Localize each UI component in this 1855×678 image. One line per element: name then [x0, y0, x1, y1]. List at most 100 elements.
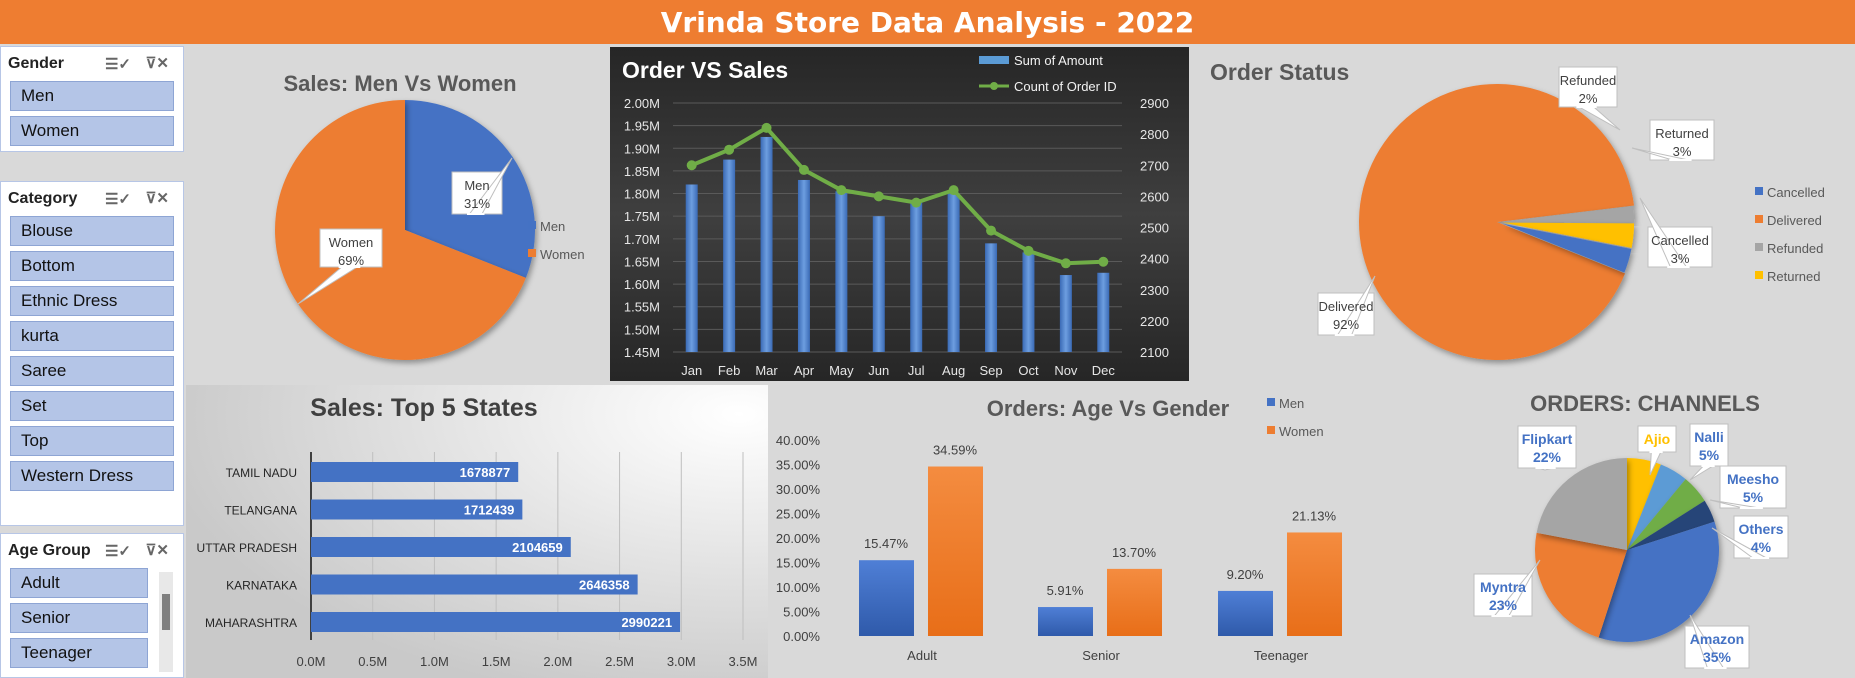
- y-right-tick: 2900: [1140, 96, 1169, 111]
- flipkart-callout-gap: [1535, 467, 1556, 469]
- y-right-tick: 2500: [1140, 221, 1169, 236]
- slicer-item-set[interactable]: Set: [10, 391, 174, 421]
- legend-swatch-men: [1267, 398, 1275, 406]
- pie-slice-flipkart: [1536, 458, 1627, 550]
- x-tick-jun: Jun: [868, 363, 889, 378]
- legend-label-women: Women: [540, 247, 585, 262]
- y-tick: 30.00%: [776, 482, 821, 497]
- channels-title: ORDERS: CHANNELS: [1530, 391, 1760, 416]
- x-tick: 0.0M: [297, 654, 326, 669]
- bar-teenager-men: [1218, 590, 1273, 636]
- x-tick: 1.5M: [482, 654, 511, 669]
- slicer-item-western-dress[interactable]: Western Dress: [10, 461, 174, 491]
- slicer-item-top[interactable]: Top: [10, 426, 174, 456]
- slicer-item-men[interactable]: Men: [10, 81, 174, 111]
- y-left-tick: 1.45M: [624, 345, 660, 360]
- pie-slice-ajio: [1627, 458, 1661, 550]
- pie-slice-meesho: [1627, 479, 1705, 550]
- slicer-item-blouse[interactable]: Blouse: [10, 216, 174, 246]
- x-tick-nov: Nov: [1054, 363, 1078, 378]
- orders-point-jun: [873, 191, 884, 202]
- gender-slicer[interactable]: Gender ☰✓ ⊽✕ Men Women: [0, 46, 184, 152]
- bar-senior-men: [1038, 607, 1093, 636]
- ajio-callout-box: [1637, 425, 1677, 453]
- meesho-callout-box: [1719, 465, 1787, 509]
- y-left-tick: 1.75M: [624, 209, 660, 224]
- nalli-callout-label: Nalli: [1694, 429, 1724, 445]
- age-gender-title: Orders: Age Vs Gender: [987, 396, 1230, 421]
- cancelled-callout-label: Cancelled: [1651, 233, 1709, 248]
- dashboard-title: Vrinda Store Data Analysis - 2022: [660, 5, 1195, 39]
- scrollbar-thumb[interactable]: [162, 594, 170, 630]
- legend-swatch-women: [1267, 426, 1275, 434]
- x-tick: 2.5M: [605, 654, 634, 669]
- orders-point-sep: [986, 225, 997, 236]
- clear-filter-icon[interactable]: ⊽✕: [145, 190, 169, 207]
- y-right-tick: 2200: [1140, 314, 1169, 329]
- y-right-tick: 2400: [1140, 252, 1169, 267]
- delivered-callout-label: 92%: [1333, 317, 1359, 332]
- nalli-callout: Nalli 5%: [1689, 423, 1729, 481]
- slicer-item-saree[interactable]: Saree: [10, 356, 174, 386]
- flipkart-callout-label: Flipkart: [1522, 431, 1573, 447]
- legend-swatch-delivered: [1755, 215, 1763, 223]
- nalli-callout-label: 5%: [1699, 447, 1720, 463]
- nalli-callout-pointer: [1689, 465, 1715, 481]
- bar-label-adult-men: 15.47%: [864, 536, 909, 551]
- slicer-item-ethnic-dress[interactable]: Ethnic Dress: [10, 286, 174, 316]
- orders-point-jan: [686, 160, 697, 171]
- legend-swatch-refunded: [1755, 243, 1763, 251]
- clear-filter-icon[interactable]: ⊽✕: [145, 542, 169, 559]
- category-slicer[interactable]: Category ☰✓ ⊽✕ Blouse Bottom Ethnic Dress …: [0, 181, 184, 526]
- others-callout-gap: [1750, 557, 1770, 559]
- pie-slice-refunded: [1502, 205, 1635, 223]
- slicer-item-bottom[interactable]: Bottom: [10, 251, 174, 281]
- ajio-callout-gap: [1649, 451, 1663, 453]
- myntra-callout-gap: [1491, 615, 1512, 617]
- legend-swatch-returned: [1755, 271, 1763, 279]
- pie-slice-nalli: [1627, 464, 1686, 550]
- state-label-tamil-nadu: TAMIL NADU: [226, 466, 297, 480]
- y-left-tick: 1.95M: [624, 119, 660, 134]
- women-callout-box: [319, 228, 383, 268]
- multi-select-icon[interactable]: ☰✓: [104, 543, 131, 560]
- bar-adult-women: [928, 466, 983, 636]
- sales-bar-may: [835, 191, 848, 352]
- multi-select-icon[interactable]: ☰✓: [104, 191, 131, 208]
- returned-callout-label: Returned: [1655, 126, 1708, 141]
- slicer-item-teenager[interactable]: Teenager: [10, 638, 148, 668]
- bar-label-teenager-men: 9.20%: [1227, 567, 1264, 582]
- bar-teenager-women: [1287, 532, 1342, 636]
- slicer-item-kurta[interactable]: kurta: [10, 321, 174, 351]
- legend-swatch-sum-of-amount: [979, 56, 1009, 64]
- returned-callout: Returned 3%: [1631, 119, 1715, 161]
- slicer-scrollbar[interactable]: [159, 572, 173, 672]
- x-tick-aug: Aug: [942, 363, 965, 378]
- myntra-callout-label: Myntra: [1480, 579, 1526, 595]
- refunded-callout-gap: [1576, 106, 1597, 108]
- others-callout-label: 4%: [1751, 539, 1772, 555]
- myntra-callout-box: [1473, 573, 1533, 617]
- men-callout-gap: [467, 213, 485, 215]
- slicer-item-women[interactable]: Women: [10, 116, 174, 146]
- x-tick-may: May: [829, 363, 854, 378]
- state-value-tamil-nadu: 1678877: [460, 465, 511, 480]
- orders-point-oct: [1023, 245, 1034, 256]
- refunded-callout-label: Refunded: [1560, 73, 1616, 88]
- y-left-tick: 1.55M: [624, 300, 660, 315]
- x-tick-mar: Mar: [755, 363, 778, 378]
- orders-point-jul: [911, 197, 922, 208]
- amazon-callout-label: 35%: [1703, 649, 1732, 665]
- age-group-slicer[interactable]: Age Group ☰✓ ⊽✕ Adult Senior Teenager: [0, 533, 184, 678]
- y-tick: 20.00%: [776, 531, 821, 546]
- slicer-item-adult[interactable]: Adult: [10, 568, 148, 598]
- pie-slice-others: [1627, 500, 1715, 550]
- y-right-tick: 2300: [1140, 283, 1169, 298]
- slicer-item-senior[interactable]: Senior: [10, 603, 148, 633]
- pie-slice-women: [275, 100, 526, 360]
- state-bar-telangana: [311, 499, 523, 520]
- flipkart-callout-label: 22%: [1533, 449, 1562, 465]
- sales-bar-jun: [872, 216, 885, 352]
- multi-select-icon[interactable]: ☰✓: [104, 56, 131, 73]
- clear-filter-icon[interactable]: ⊽✕: [145, 55, 169, 72]
